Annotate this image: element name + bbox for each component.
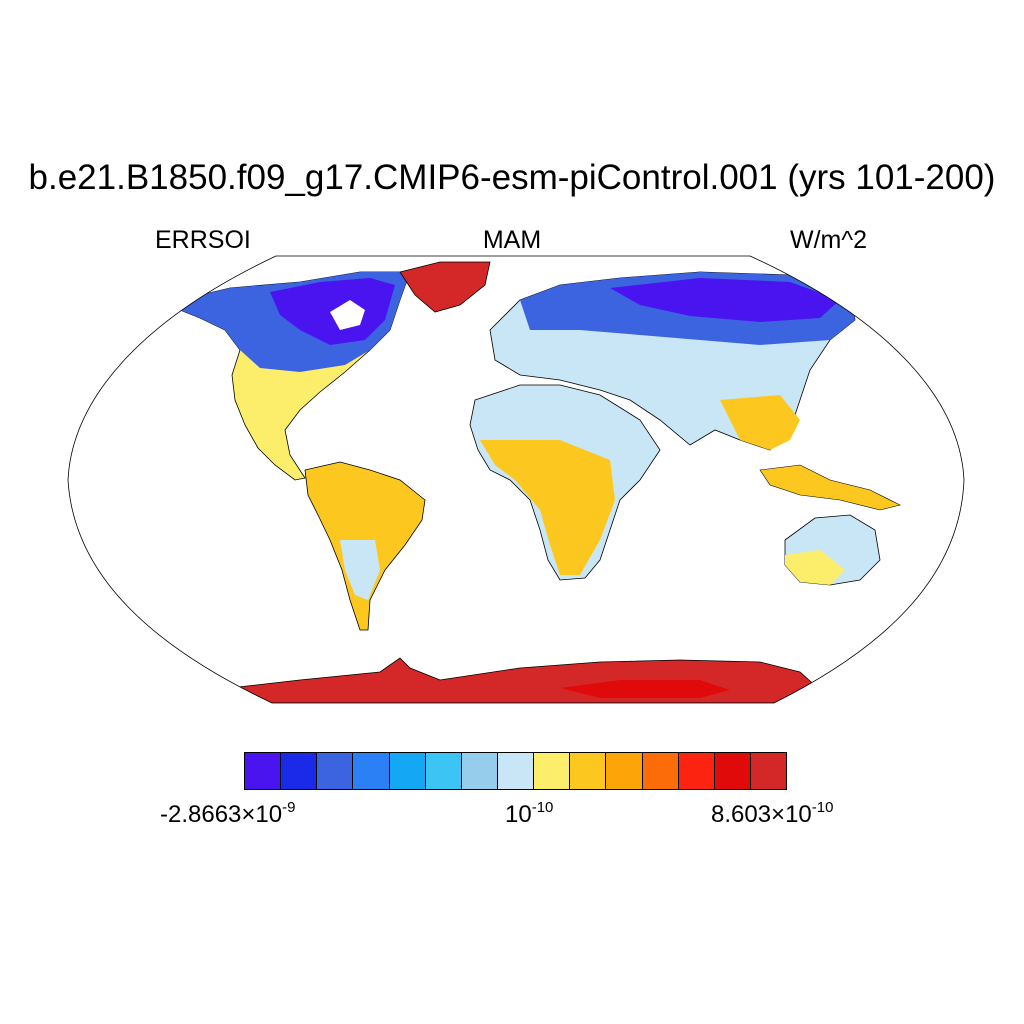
colorbar-cell [750,753,787,789]
plot-title: b.e21.B1850.f09_g17.CMIP6-esm-piControl.… [28,158,996,197]
colorbar-cell [714,753,751,789]
colorbar-cell [570,753,607,789]
colorbar-cell [678,753,715,789]
colorbar-cell [461,753,498,789]
greenland [399,261,491,313]
south-asia-warm [720,395,800,450]
colorbar-label-max: 8.603×10-10 [711,799,834,828]
variable-label: ERRSOI [155,226,251,254]
hudson-bay [330,300,365,330]
south-america-cool [340,540,380,600]
colorbar-cell [245,753,282,789]
africa-warm [480,440,615,575]
australia-warm [785,550,845,585]
colorbar-cell [389,753,426,789]
colorbar-cell [425,753,462,789]
colorbar-cell [642,753,679,789]
season-label: MAM [482,226,542,254]
colorbar-cell [497,753,535,789]
projection-boundary [67,255,965,704]
antarctica-interior [560,680,730,698]
land-fields [179,261,901,703]
siberia-very-cold [610,278,840,322]
colorbar-label-mid: 10-10 [505,799,554,828]
colorbar [244,752,787,790]
colorbar-cell [534,753,571,789]
colorbar-cell [353,753,390,789]
colorbar-cell [317,753,354,789]
maritime-continent [759,464,901,511]
colorbar-label-min: -2.8663×10-9 [160,799,296,828]
antarctica [229,657,821,703]
units-label: W/m^2 [789,226,867,254]
colorbar-cell [281,753,318,789]
colorbar-cell [606,753,643,789]
